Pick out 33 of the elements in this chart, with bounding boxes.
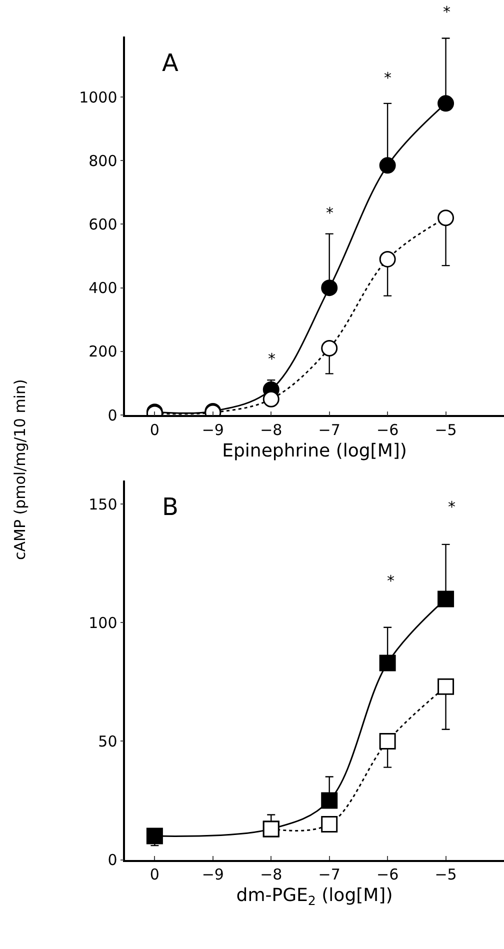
y-axis-title: cAMP (pmol/mg/10 min) — [11, 379, 29, 560]
annotation: A — [162, 49, 179, 77]
y-tick-label: 0 — [108, 406, 118, 424]
text: * — [443, 3, 451, 21]
annotation: * — [387, 572, 395, 590]
x-axis-title: dm-PGE$_{2}$ (log[M]) — [236, 885, 393, 908]
y-tick-label: 200 — [88, 342, 118, 361]
x-tick-label: −7 — [318, 420, 340, 439]
x-tick-label: −5 — [434, 866, 457, 884]
annotation: * — [448, 498, 456, 516]
annotation: * — [326, 204, 334, 222]
x-tick-label: −8 — [260, 866, 282, 884]
annotation: * — [384, 69, 392, 87]
y-tick-label: 400 — [88, 279, 118, 298]
annotation: * — [268, 350, 276, 368]
x-tick-label: 0 — [150, 420, 160, 439]
y-tick-label: 800 — [88, 152, 118, 170]
x-tick-label: 0 — [150, 866, 160, 884]
x-tick-label: −9 — [202, 420, 224, 439]
x-tick-label: −8 — [260, 420, 282, 439]
x-tick-label: −6 — [376, 866, 399, 884]
x-tick-label: −9 — [202, 866, 224, 884]
x-tick-label: −6 — [376, 420, 399, 439]
y-tick-label: 600 — [88, 216, 118, 234]
x-tick-label: −7 — [318, 866, 340, 884]
x-tick-label: −5 — [434, 420, 457, 439]
y-tick-label: 150 — [88, 495, 118, 514]
annotation: B — [162, 493, 178, 521]
y-tick-label: 0 — [108, 851, 118, 870]
y-tick-label: 100 — [88, 614, 118, 632]
y-tick-label: 1000 — [79, 88, 118, 106]
x-axis-title: Epinephrine (log[M]) — [222, 440, 407, 462]
y-tick-label: 50 — [98, 732, 118, 750]
